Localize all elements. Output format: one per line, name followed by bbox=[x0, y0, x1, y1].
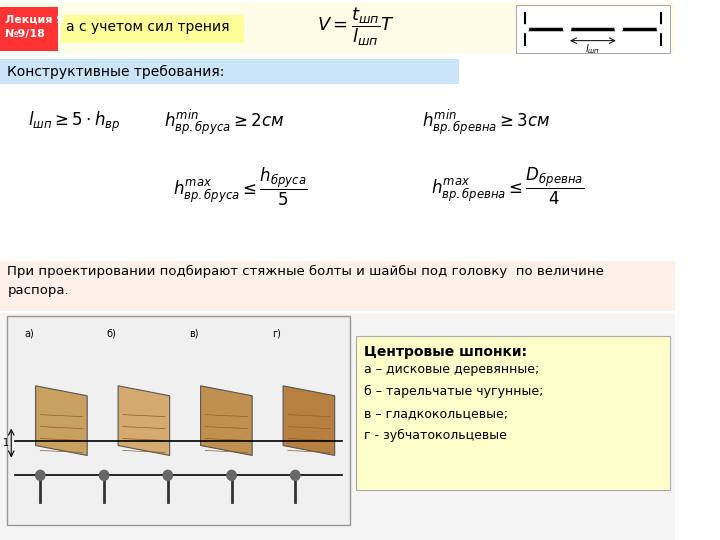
Text: б): б) bbox=[107, 328, 117, 338]
Text: $h^{max}_{вр.бруса} \leq \dfrac{h_{бруса}}{5}$: $h^{max}_{вр.бруса} \leq \dfrac{h_{бруса… bbox=[174, 166, 308, 208]
Text: а с учетом сил трения: а с учетом сил трения bbox=[66, 20, 229, 33]
FancyBboxPatch shape bbox=[7, 316, 350, 525]
Text: в – гладкокольцевые;: в – гладкокольцевые; bbox=[364, 407, 508, 420]
FancyBboxPatch shape bbox=[0, 7, 58, 51]
Polygon shape bbox=[35, 386, 87, 455]
Text: а – дисковые деревянные;: а – дисковые деревянные; bbox=[364, 363, 539, 376]
FancyBboxPatch shape bbox=[0, 313, 675, 540]
Circle shape bbox=[521, 25, 528, 33]
Text: $V = \dfrac{t_{шп}}{l_{шп}}T$: $V = \dfrac{t_{шп}}{l_{шп}}T$ bbox=[317, 5, 395, 48]
Text: №9/18: №9/18 bbox=[5, 29, 45, 39]
Circle shape bbox=[99, 470, 109, 480]
Circle shape bbox=[657, 25, 665, 33]
FancyBboxPatch shape bbox=[0, 87, 675, 261]
Circle shape bbox=[615, 25, 622, 33]
Circle shape bbox=[163, 470, 173, 480]
Text: $h^{min}_{вр.бруса} \geq 2см$: $h^{min}_{вр.бруса} \geq 2см$ bbox=[164, 107, 284, 137]
FancyBboxPatch shape bbox=[516, 5, 670, 52]
Text: Центровые шпонки:: Центровые шпонки: bbox=[364, 345, 527, 359]
FancyBboxPatch shape bbox=[356, 336, 670, 490]
Text: 1: 1 bbox=[4, 437, 9, 448]
Circle shape bbox=[291, 470, 300, 480]
Text: в): в) bbox=[189, 328, 199, 338]
Text: Конструктивные требования:: Конструктивные требования: bbox=[7, 64, 225, 78]
Text: $l_{шп}$: $l_{шп}$ bbox=[585, 43, 600, 57]
Polygon shape bbox=[283, 386, 335, 455]
Text: г): г) bbox=[272, 328, 281, 338]
Text: б – тарельчатые чугунные;: б – тарельчатые чугунные; bbox=[364, 385, 543, 398]
Circle shape bbox=[227, 470, 236, 480]
Text: г - зубчатокольцевые: г - зубчатокольцевые bbox=[364, 429, 507, 442]
Text: $l_{шп} \geq 5 \cdot h_{вр}$: $l_{шп} \geq 5 \cdot h_{вр}$ bbox=[28, 110, 120, 134]
FancyBboxPatch shape bbox=[356, 336, 670, 490]
Text: $h^{min}_{вр.бревна} \geq 3см$: $h^{min}_{вр.бревна} \geq 3см$ bbox=[422, 107, 551, 137]
FancyBboxPatch shape bbox=[0, 3, 675, 52]
FancyBboxPatch shape bbox=[0, 58, 459, 84]
Circle shape bbox=[563, 25, 571, 33]
Text: а): а) bbox=[24, 328, 34, 338]
Polygon shape bbox=[201, 386, 252, 455]
Text: Лекция 9: Лекция 9 bbox=[5, 15, 64, 25]
Polygon shape bbox=[118, 386, 170, 455]
FancyBboxPatch shape bbox=[0, 261, 675, 311]
Text: При проектировании подбирают стяжные болты и шайбы под головку  по величине
расп: При проектировании подбирают стяжные бол… bbox=[7, 265, 604, 298]
FancyBboxPatch shape bbox=[61, 15, 244, 43]
Text: $h^{max}_{вр.бревна} \leq \dfrac{D_{бревна}}{4}$: $h^{max}_{вр.бревна} \leq \dfrac{D_{брев… bbox=[431, 166, 585, 207]
Circle shape bbox=[35, 470, 45, 480]
